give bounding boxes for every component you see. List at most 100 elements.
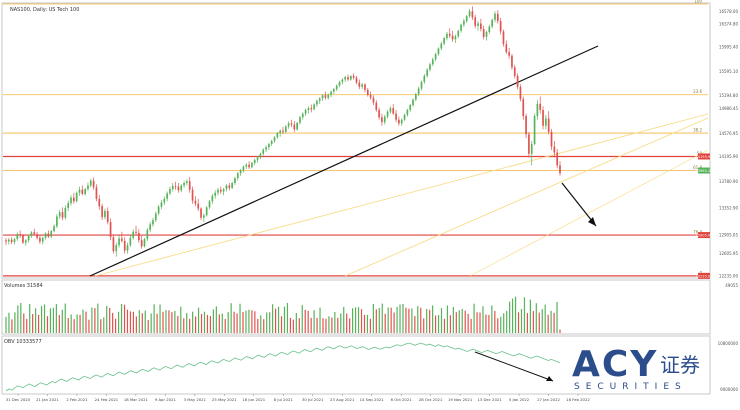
candle-body[interactable] bbox=[513, 67, 516, 76]
candle-body[interactable] bbox=[460, 24, 462, 31]
fan-line-3[interactable] bbox=[469, 149, 709, 277]
candle-body[interactable] bbox=[530, 144, 533, 154]
candle-body[interactable] bbox=[389, 108, 392, 112]
candle-body[interactable] bbox=[24, 240, 27, 243]
candle-body[interactable] bbox=[217, 189, 219, 193]
candle-body[interactable] bbox=[488, 26, 491, 33]
candle-body[interactable] bbox=[225, 185, 228, 190]
candle-body[interactable] bbox=[398, 119, 400, 124]
candle-body[interactable] bbox=[98, 198, 101, 207]
candle-body[interactable] bbox=[290, 123, 293, 125]
candle-body[interactable] bbox=[437, 48, 440, 54]
candle-body[interactable] bbox=[58, 212, 61, 217]
candle-body[interactable] bbox=[163, 198, 166, 203]
candle-body[interactable] bbox=[556, 152, 559, 166]
candle-body[interactable] bbox=[372, 97, 375, 103]
candle-body[interactable] bbox=[282, 130, 284, 132]
obv-series-line[interactable] bbox=[5, 342, 561, 392]
candle-body[interactable] bbox=[137, 232, 140, 241]
candle-body[interactable] bbox=[417, 88, 420, 95]
candle-body[interactable] bbox=[126, 245, 129, 251]
candle-body[interactable] bbox=[383, 116, 386, 123]
candle-body[interactable] bbox=[491, 19, 494, 27]
candle-body[interactable] bbox=[84, 189, 86, 194]
candle-body[interactable] bbox=[429, 64, 431, 70]
candle-body[interactable] bbox=[494, 13, 496, 20]
candle-body[interactable] bbox=[434, 53, 437, 60]
candle-body[interactable] bbox=[364, 84, 366, 90]
candle-body[interactable] bbox=[251, 162, 253, 168]
candle-body[interactable] bbox=[87, 185, 89, 190]
candle-body[interactable] bbox=[471, 11, 474, 18]
candle-body[interactable] bbox=[30, 232, 33, 236]
candle-body[interactable] bbox=[191, 189, 194, 201]
candle-body[interactable] bbox=[559, 165, 561, 174]
candle-body[interactable] bbox=[406, 109, 409, 115]
candle-body[interactable] bbox=[174, 186, 177, 187]
candle-body[interactable] bbox=[188, 181, 191, 190]
candle-body[interactable] bbox=[236, 173, 239, 179]
candle-body[interactable] bbox=[78, 189, 81, 193]
candle-body[interactable] bbox=[262, 149, 265, 154]
candle-body[interactable] bbox=[53, 226, 55, 232]
candle-body[interactable] bbox=[205, 207, 208, 216]
candle-body[interactable] bbox=[259, 153, 262, 158]
candle-body[interactable] bbox=[318, 98, 321, 101]
candle-body[interactable] bbox=[143, 239, 146, 247]
candle-body[interactable] bbox=[44, 233, 47, 238]
candle-body[interactable] bbox=[366, 89, 369, 95]
candle-body[interactable] bbox=[392, 108, 395, 114]
candle-body[interactable] bbox=[248, 164, 250, 168]
candle-body[interactable] bbox=[154, 213, 157, 221]
candle-body[interactable] bbox=[231, 183, 233, 188]
candle-body[interactable] bbox=[228, 185, 231, 188]
candle-body[interactable] bbox=[301, 113, 304, 118]
candle-body[interactable] bbox=[293, 124, 296, 130]
candle-body[interactable] bbox=[516, 75, 519, 87]
candle-body[interactable] bbox=[5, 240, 7, 242]
candle-body[interactable] bbox=[522, 98, 525, 117]
candle-body[interactable] bbox=[451, 35, 454, 40]
candle-body[interactable] bbox=[104, 211, 106, 218]
candle-body[interactable] bbox=[180, 185, 183, 191]
candle-body[interactable] bbox=[41, 237, 44, 242]
candle-body[interactable] bbox=[316, 100, 318, 105]
candle-body[interactable] bbox=[536, 103, 539, 117]
candle-body[interactable] bbox=[499, 21, 502, 32]
candle-body[interactable] bbox=[67, 203, 70, 208]
candle-body[interactable] bbox=[496, 13, 499, 22]
candle-body[interactable] bbox=[474, 17, 477, 26]
candle-body[interactable] bbox=[245, 164, 248, 167]
candle-body[interactable] bbox=[381, 117, 383, 123]
candle-body[interactable] bbox=[550, 131, 553, 147]
candle-body[interactable] bbox=[19, 234, 21, 236]
candle-body[interactable] bbox=[39, 237, 41, 242]
candle-body[interactable] bbox=[409, 105, 412, 110]
candle-body[interactable] bbox=[270, 141, 273, 145]
candle-body[interactable] bbox=[338, 81, 341, 86]
candle-body[interactable] bbox=[420, 81, 423, 89]
candle-body[interactable] bbox=[183, 183, 185, 186]
candle-body[interactable] bbox=[214, 192, 217, 196]
candle-body[interactable] bbox=[480, 23, 482, 29]
candle-body[interactable] bbox=[279, 130, 282, 134]
candle-body[interactable] bbox=[414, 94, 417, 100]
candle-body[interactable] bbox=[304, 109, 307, 114]
candle-body[interactable] bbox=[171, 186, 174, 190]
candle-body[interactable] bbox=[13, 239, 16, 243]
candle-body[interactable] bbox=[284, 126, 287, 132]
candle-body[interactable] bbox=[335, 85, 338, 90]
candle-body[interactable] bbox=[299, 117, 301, 123]
candle-body[interactable] bbox=[528, 134, 530, 154]
candle-body[interactable] bbox=[56, 216, 58, 227]
candle-body[interactable] bbox=[358, 82, 361, 87]
candle-body[interactable] bbox=[378, 109, 380, 118]
candle-body[interactable] bbox=[485, 32, 488, 37]
candle-body[interactable] bbox=[219, 189, 222, 192]
candle-body[interactable] bbox=[386, 111, 389, 117]
candle-body[interactable] bbox=[423, 75, 426, 82]
candle-body[interactable] bbox=[341, 79, 344, 82]
candle-body[interactable] bbox=[152, 220, 154, 225]
candle-body[interactable] bbox=[234, 178, 236, 184]
trend-line-support[interactable] bbox=[89, 45, 599, 277]
